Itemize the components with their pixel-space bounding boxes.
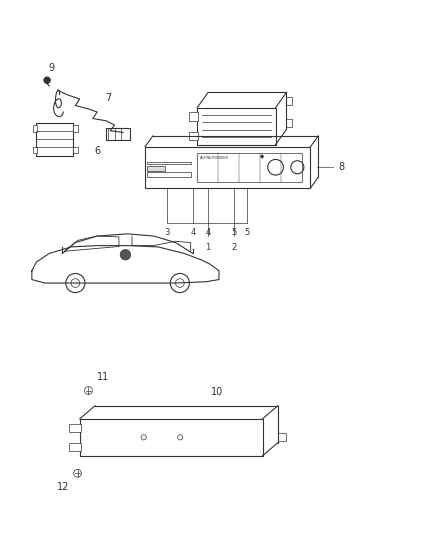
Text: 10: 10 (211, 387, 223, 397)
Text: 9: 9 (48, 63, 54, 73)
FancyBboxPatch shape (189, 112, 198, 120)
FancyBboxPatch shape (278, 433, 286, 441)
Circle shape (44, 77, 50, 83)
FancyBboxPatch shape (33, 125, 37, 132)
FancyBboxPatch shape (145, 147, 311, 188)
Text: ALPINE/PIONEER: ALPINE/PIONEER (200, 156, 229, 159)
Text: 5: 5 (245, 228, 250, 237)
FancyBboxPatch shape (69, 443, 81, 450)
Text: 4: 4 (190, 228, 195, 237)
Text: 12: 12 (57, 482, 70, 492)
Text: 4: 4 (205, 228, 211, 237)
FancyBboxPatch shape (286, 97, 292, 104)
FancyBboxPatch shape (197, 108, 276, 144)
FancyBboxPatch shape (147, 162, 191, 164)
FancyBboxPatch shape (189, 132, 198, 140)
FancyBboxPatch shape (197, 154, 302, 182)
Text: 3: 3 (164, 228, 170, 237)
FancyBboxPatch shape (147, 166, 165, 171)
FancyBboxPatch shape (73, 147, 78, 154)
FancyBboxPatch shape (69, 424, 81, 432)
FancyBboxPatch shape (33, 147, 37, 154)
Text: 1: 1 (205, 243, 211, 252)
Text: 7: 7 (105, 93, 111, 103)
Text: 11: 11 (97, 372, 110, 382)
FancyBboxPatch shape (36, 123, 73, 156)
Text: 5: 5 (232, 228, 237, 237)
FancyBboxPatch shape (73, 125, 78, 132)
FancyBboxPatch shape (80, 419, 262, 456)
Text: 2: 2 (232, 243, 237, 252)
FancyBboxPatch shape (106, 128, 130, 140)
Circle shape (120, 249, 131, 260)
Text: 6: 6 (94, 146, 100, 156)
FancyBboxPatch shape (286, 119, 292, 127)
Text: ◆: ◆ (261, 155, 265, 159)
Text: 8: 8 (339, 162, 345, 172)
FancyBboxPatch shape (147, 172, 191, 177)
